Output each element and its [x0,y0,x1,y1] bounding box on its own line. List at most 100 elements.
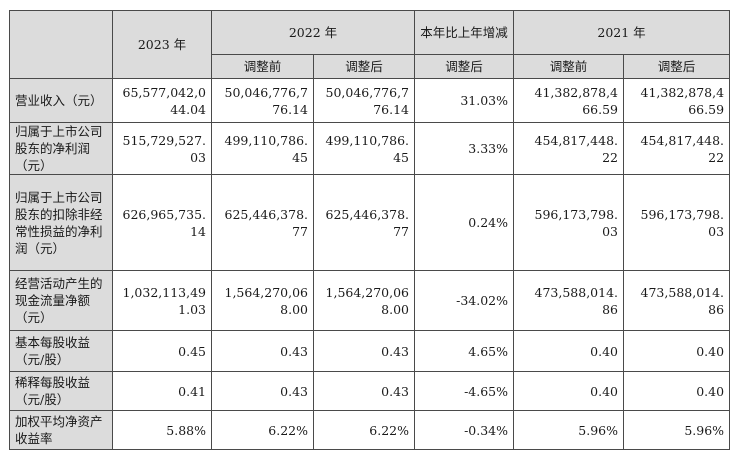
value-line: 0.40 [696,383,725,399]
value-line: 1,032,113,49 [122,284,207,300]
table-row: 加权平均净资产收益率 5.88% 6.22% 6.22% -0.34% 5.96% 5.96… [9,410,731,450]
value-line: 625,446,378. [224,206,309,222]
cell-2022-before: 6.22% [211,410,314,450]
cell-2021-after: 596,173,798. 03 [623,174,731,271]
cell-2021-before: 5.96% [513,410,625,450]
cell-2021-before: 0.40 [513,330,625,372]
table-row: 经营活动产生的现金流量净额（元） 1,032,113,49 1.03 1,564,27… [9,270,731,331]
cell-change: -4.65% [414,371,515,411]
cell-2021-before: 41,382,878,4 66.59 [513,78,625,123]
value-line: 76.14 [373,101,410,117]
cell-change: -34.02% [414,270,515,331]
cell-2022-before: 50,046,776,7 76.14 [211,78,314,123]
value-line: 86 [708,301,725,317]
cell-2021-after: 454,817,448. 22 [623,122,731,175]
value-line: 5.96% [578,422,619,438]
table-body: 营业收入（元） 65,577,042,0 44.04 50,046,776,7 76.1… [9,78,731,450]
value-line: 8.00 [381,301,410,317]
row-label: 加权平均净资产收益率 [9,410,113,450]
value-line: 473,588,014. [640,284,725,300]
value-line: 5.96% [684,422,725,438]
value-line: 0.40 [590,343,619,359]
value-line: 03 [190,149,206,165]
row-label: 基本每股收益（元/股） [9,330,113,372]
value-line: 626,965,735. [122,206,207,222]
value-line: 515,729,527. [122,132,207,148]
cell-2021-before: 473,588,014. 86 [513,270,625,331]
value-line: 0.45 [178,343,206,359]
table-row: 归属于上市公司股东的净利润（元） 515,729,527. 03 499,110,78… [9,122,731,175]
value-line: 76.14 [272,101,308,117]
cell-2021-before: 454,817,448. 22 [513,122,625,175]
value-line: 473,588,014. [534,284,619,300]
cell-2021-after: 0.40 [623,330,731,372]
row-label: 归属于上市公司股东的扣除非经常性损益的净利润（元） [9,174,113,271]
cell-change: 0.24% [414,174,515,271]
table-row: 营业收入（元） 65,577,042,0 44.04 50,046,776,7 76.1… [9,78,731,123]
header-change-after: 调整后 [414,54,515,79]
value-line: 22 [602,149,619,165]
value-line: 1,564,270,06 [224,284,309,300]
header-corner [9,10,113,79]
cell-2022-before: 0.43 [211,371,314,411]
header-2022-before: 调整前 [211,54,314,79]
value-line: 45 [393,149,410,165]
cell-2021-before: 0.40 [513,371,625,411]
value-line: 6.22% [369,422,410,438]
cell-2022-after: 0.43 [312,371,416,411]
cell-2022-before: 1,564,270,06 8.00 [211,270,314,331]
value-line: 0.43 [381,383,410,399]
cell-2022-after: 1,564,270,06 8.00 [312,270,416,331]
header-2021: 2021 年 [513,10,731,55]
cell-change: 3.33% [414,122,515,175]
cell-change: -0.34% [414,410,515,450]
table-row: 归属于上市公司股东的扣除非经常性损益的净利润（元） 626,965,735. 14 6… [9,174,731,271]
value-line: 596,173,798. [534,206,619,222]
value-line: 65,577,042,0 [122,84,207,100]
value-line: 66.59 [688,101,725,117]
cell-2021-after: 5.96% [623,410,731,450]
header-2021-before: 调整前 [513,54,625,79]
financial-table: 2023 年 2022 年 本年比上年增减 2021 年 调整前 调整后 调整后… [9,10,731,450]
header-2022-after: 调整后 [312,54,416,79]
header-2021-after: 调整后 [623,54,731,79]
cell-2022-before: 625,446,378. 77 [211,174,314,271]
value-line: 1,564,270,06 [325,284,410,300]
value-line: 03 [602,223,619,239]
value-line: 8.00 [280,301,308,317]
header-change: 本年比上年增减 [414,10,515,55]
value-line: 596,173,798. [640,206,725,222]
value-line: 77 [292,223,308,239]
value-line: 499,110,786. [325,132,410,148]
value-line: 03 [708,223,725,239]
value-line: 0.40 [590,383,619,399]
value-line: 66.59 [582,101,619,117]
cell-2022-after: 0.43 [312,330,416,372]
value-line: 0.40 [696,343,725,359]
value-line: 6.22% [268,422,308,438]
value-line: 77 [393,223,410,239]
header-2023: 2023 年 [112,10,212,79]
value-line: 41,382,878,4 [640,84,725,100]
cell-2022-after: 499,110,786. 45 [312,122,416,175]
cell-2021-after: 41,382,878,4 66.59 [623,78,731,123]
cell-2023: 1,032,113,49 1.03 [112,270,212,331]
value-line: 86 [602,301,619,317]
value-line: 0.41 [178,383,206,399]
cell-2021-after: 473,588,014. 86 [623,270,731,331]
cell-2023: 65,577,042,0 44.04 [112,78,212,123]
header-row-sub: 调整前 调整后 调整后 调整前 调整后 [10,54,731,79]
value-line: 0.43 [280,383,308,399]
value-line: 625,446,378. [325,206,410,222]
value-line: 0.43 [280,343,308,359]
row-label: 稀释每股收益（元/股） [9,371,113,411]
cell-2022-before: 499,110,786. 45 [211,122,314,175]
table-row: 基本每股收益（元/股） 0.45 0.43 0.43 4.65% 0.40 0.40 [9,330,731,372]
cell-2021-after: 0.40 [623,371,731,411]
row-label: 营业收入（元） [9,78,113,123]
cell-2023: 5.88% [112,410,212,450]
cell-2023: 515,729,527. 03 [112,122,212,175]
row-label: 归属于上市公司股东的净利润（元） [9,122,113,175]
header-2022: 2022 年 [210,10,416,55]
cell-2022-after: 625,446,378. 77 [312,174,416,271]
